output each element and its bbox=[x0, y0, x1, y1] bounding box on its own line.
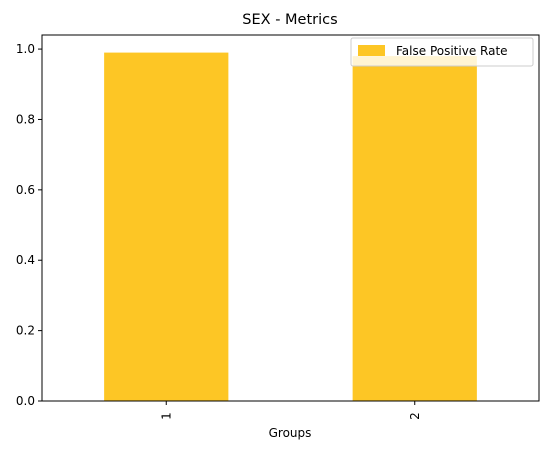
chart-title: SEX - Metrics bbox=[242, 12, 337, 28]
axes-frame bbox=[41, 34, 540, 402]
y-axis: 0.0 0.2 0.4 0.6 0.8 1.0 bbox=[16, 42, 42, 408]
plot-area bbox=[104, 52, 477, 401]
legend: False Positive Rate bbox=[350, 37, 534, 67]
x-tick-label-1: 1 bbox=[159, 412, 173, 420]
x-axis-label: Groups bbox=[269, 426, 312, 440]
y-tick-label-0.4: 0.4 bbox=[16, 253, 35, 267]
y-tick-label-0.2: 0.2 bbox=[16, 324, 35, 338]
y-tick-label-0.8: 0.8 bbox=[16, 112, 35, 126]
legend-swatch-false-positive-rate bbox=[358, 45, 385, 56]
y-tick-label-0.0: 0.0 bbox=[16, 394, 35, 408]
legend-box bbox=[350, 37, 534, 67]
bar-group-1 bbox=[104, 52, 229, 401]
y-tick-label-1.0: 1.0 bbox=[16, 42, 35, 56]
bar-group-2 bbox=[352, 56, 477, 401]
x-tick-label-2: 2 bbox=[408, 412, 422, 420]
legend-label-false-positive-rate: False Positive Rate bbox=[396, 44, 508, 58]
y-tick-label-0.6: 0.6 bbox=[16, 183, 35, 197]
